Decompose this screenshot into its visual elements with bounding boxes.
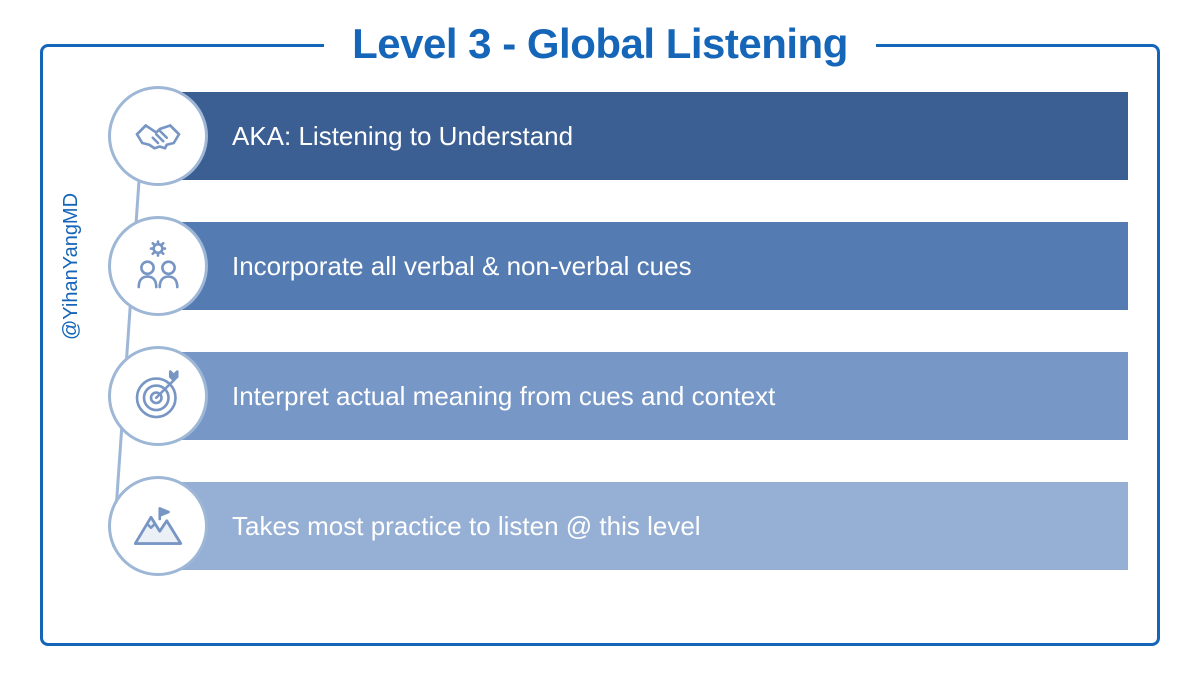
item-icon-circle <box>108 346 208 446</box>
list-item: Incorporate all verbal & non-verbal cues <box>108 222 1128 310</box>
mountain-icon <box>130 498 186 554</box>
people-icon <box>130 238 186 294</box>
item-bar: AKA: Listening to Understand <box>168 92 1128 180</box>
item-bar: Incorporate all verbal & non-verbal cues <box>168 222 1128 310</box>
list-item: AKA: Listening to Understand <box>108 92 1128 180</box>
item-label: Incorporate all verbal & non-verbal cues <box>232 251 692 282</box>
list-item: Interpret actual meaning from cues and c… <box>108 352 1128 440</box>
items-list: AKA: Listening to Understand Incorporate… <box>108 92 1128 612</box>
item-bar: Takes most practice to listen @ this lev… <box>168 482 1128 570</box>
handshake-icon <box>130 108 186 164</box>
target-icon <box>130 368 186 424</box>
item-label: AKA: Listening to Understand <box>232 121 573 152</box>
item-label: Takes most practice to listen @ this lev… <box>232 511 701 542</box>
attribution-handle: @YihanYangMD <box>60 193 83 340</box>
title-container: Level 3 - Global Listening <box>0 20 1200 68</box>
item-icon-circle <box>108 86 208 186</box>
item-icon-circle <box>108 216 208 316</box>
item-bar: Interpret actual meaning from cues and c… <box>168 352 1128 440</box>
item-label: Interpret actual meaning from cues and c… <box>232 381 775 412</box>
page-title: Level 3 - Global Listening <box>324 20 876 68</box>
list-item: Takes most practice to listen @ this lev… <box>108 482 1128 570</box>
item-icon-circle <box>108 476 208 576</box>
